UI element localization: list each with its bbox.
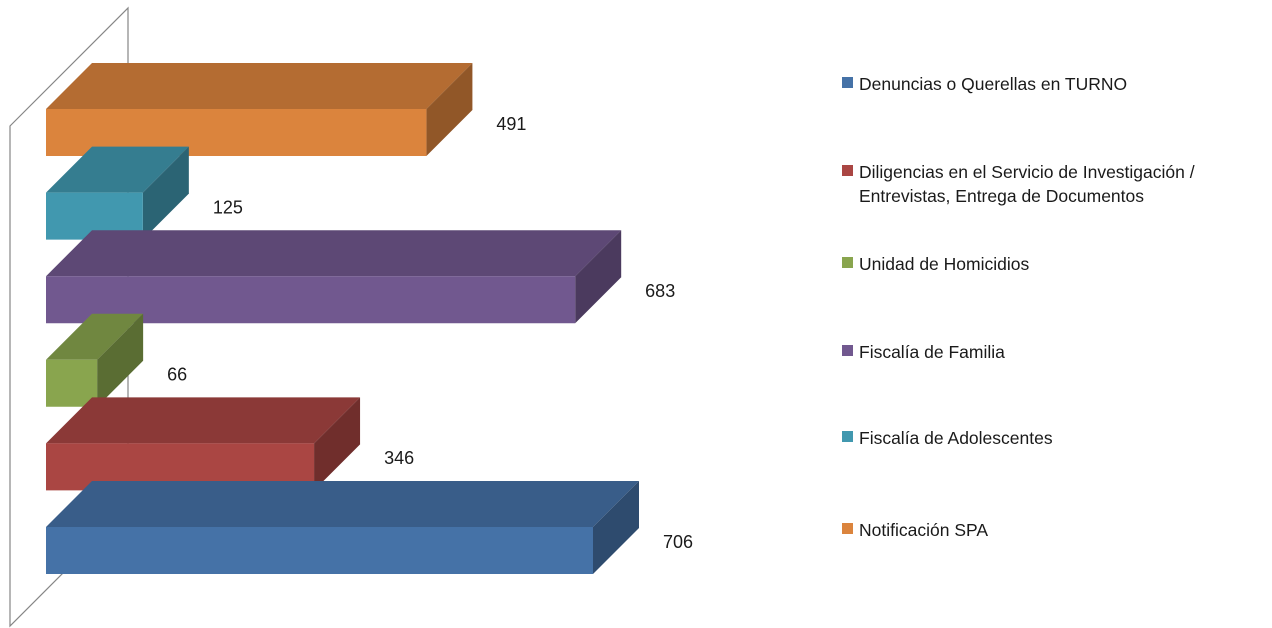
bar-chart: 491 125 683 66 346 706 [9, 6, 693, 628]
legend-label: Fiscalía de Adolescentes [859, 428, 1053, 448]
bar-front-face [46, 109, 427, 156]
legend-item: Unidad de Homicidios [842, 252, 1029, 276]
bar [46, 146, 189, 240]
bar-side-face [142, 146, 189, 240]
bar-front-face [46, 276, 576, 324]
bar-front-face [46, 527, 593, 574]
bar-side-face [426, 63, 473, 156]
legend-swatch [842, 165, 853, 176]
legend-swatch [842, 431, 853, 442]
legend-item: Denuncias o Querellas en TURNO [842, 72, 1127, 96]
legend-label: Denuncias o Querellas en TURNO [859, 74, 1128, 94]
bar-top-face [46, 313, 144, 360]
bar-top-face [46, 146, 189, 193]
bar-front-face [46, 359, 98, 407]
bar [46, 230, 622, 324]
bar-side-face [314, 397, 361, 491]
legend-swatch [842, 523, 853, 534]
data-label: 683 [645, 281, 675, 301]
legend-item: Fiscalía de Adolescentes [842, 426, 1053, 450]
legend-label: Fiscalía de Familia [859, 342, 1005, 362]
legend-item: Diligencias en el Servicio de Investigac… [842, 160, 1195, 208]
legend-swatch [842, 77, 853, 88]
legend-item: Notificación SPA [842, 518, 988, 542]
bar-top-face [46, 481, 639, 527]
value-labels-group: 491 125 683 66 346 706 [167, 114, 693, 552]
bar [46, 481, 639, 574]
data-label: 66 [167, 365, 187, 385]
legend-item: Fiscalía de Familia [842, 340, 1005, 364]
bar-top-face [46, 230, 622, 277]
bar-top-face [46, 397, 361, 444]
bar [46, 397, 361, 491]
data-label: 706 [663, 532, 693, 552]
bar [46, 63, 473, 156]
data-label: 491 [496, 114, 526, 134]
legend-label: Notificación SPA [859, 520, 989, 540]
legend-swatch [842, 345, 853, 356]
bar [46, 313, 144, 407]
bar-side-face [97, 313, 144, 407]
bar-side-face [575, 230, 622, 324]
bar-front-face [46, 443, 315, 491]
bars-group [46, 63, 639, 574]
bar-front-face [46, 192, 143, 240]
data-label: 125 [213, 197, 243, 217]
legend-label: Diligencias en el Servicio de Investigac… [859, 162, 1195, 206]
data-label: 346 [384, 448, 414, 468]
bar-top-face [46, 63, 473, 109]
legend-label: Unidad de Homicidios [859, 254, 1030, 274]
bar-side-face [593, 481, 639, 574]
legend-swatch [842, 257, 853, 268]
